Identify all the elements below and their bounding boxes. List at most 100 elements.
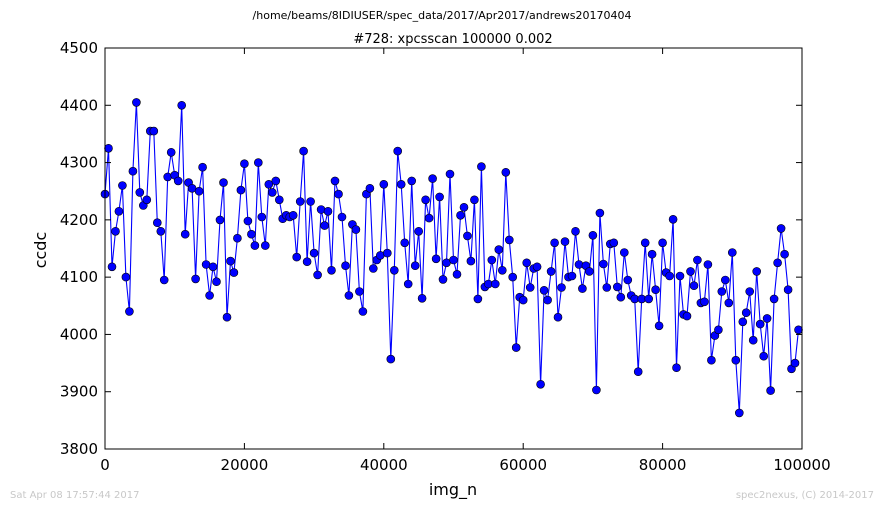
data-point bbox=[487, 255, 497, 265]
data-point bbox=[166, 148, 176, 157]
data-point bbox=[198, 162, 207, 172]
data-point bbox=[686, 267, 695, 276]
data-point bbox=[114, 207, 124, 216]
data-point bbox=[539, 285, 549, 295]
data-point bbox=[508, 272, 518, 282]
data-point bbox=[473, 294, 483, 304]
data-point bbox=[640, 238, 650, 248]
data-point bbox=[344, 291, 354, 300]
x-tick-label: 40000 bbox=[360, 456, 408, 474]
data-point bbox=[233, 233, 242, 243]
data-point bbox=[403, 279, 413, 289]
data-point bbox=[351, 225, 361, 234]
data-point bbox=[208, 262, 218, 272]
data-point bbox=[794, 325, 803, 335]
data-point bbox=[264, 180, 274, 189]
data-point bbox=[452, 269, 462, 279]
data-point bbox=[121, 272, 131, 282]
data-point bbox=[720, 275, 730, 285]
data-point bbox=[654, 321, 664, 331]
data-point bbox=[180, 229, 190, 239]
data-point bbox=[731, 355, 741, 365]
data-point bbox=[219, 178, 228, 187]
data-point bbox=[135, 188, 145, 197]
data-point bbox=[226, 256, 235, 266]
data-point bbox=[647, 249, 657, 259]
data-point bbox=[302, 257, 312, 267]
y-tick-label: 4400 bbox=[60, 96, 98, 114]
data-point bbox=[274, 195, 284, 205]
data-point bbox=[682, 311, 692, 321]
y-tick-label: 4300 bbox=[60, 154, 98, 172]
y-tick-label: 4000 bbox=[60, 325, 98, 343]
data-point bbox=[177, 101, 186, 110]
data-point bbox=[497, 265, 507, 275]
data-point bbox=[400, 238, 410, 248]
data-point bbox=[490, 279, 500, 289]
data-point bbox=[243, 216, 253, 226]
data-point bbox=[194, 186, 204, 196]
data-point bbox=[163, 172, 172, 182]
data-point bbox=[700, 297, 709, 307]
data-point bbox=[118, 181, 127, 190]
x-tick-label: 80000 bbox=[639, 456, 687, 474]
data-point bbox=[769, 294, 779, 304]
data-point bbox=[550, 238, 559, 248]
data-point bbox=[776, 224, 786, 233]
data-point bbox=[755, 319, 765, 329]
x-tick-label: 0 bbox=[100, 456, 110, 474]
data-point bbox=[438, 275, 448, 284]
data-point bbox=[727, 248, 737, 257]
data-point bbox=[229, 268, 239, 277]
data-point bbox=[623, 275, 633, 285]
data-point bbox=[153, 218, 162, 227]
data-point bbox=[104, 144, 113, 153]
data-point bbox=[783, 285, 793, 295]
y-tick-label: 3800 bbox=[60, 440, 98, 458]
data-point bbox=[435, 192, 444, 202]
x-axis-label: img_n bbox=[429, 480, 477, 500]
data-point bbox=[111, 227, 120, 236]
data-point bbox=[358, 307, 368, 316]
data-point bbox=[748, 335, 758, 345]
data-point bbox=[707, 355, 716, 365]
data-point bbox=[205, 291, 214, 300]
data-point bbox=[773, 258, 782, 268]
data-point bbox=[553, 312, 563, 322]
y-axis-label: ccdc bbox=[31, 232, 50, 269]
data-point bbox=[156, 227, 166, 236]
data-point bbox=[665, 271, 674, 281]
y-axis: 3800 3900 4000 4100 4200 4300 4400 4500 bbox=[60, 39, 802, 458]
data-point bbox=[428, 174, 437, 183]
data-point bbox=[128, 166, 138, 176]
data-point bbox=[424, 213, 434, 223]
data-point bbox=[459, 203, 469, 212]
x-tick-label: 20000 bbox=[221, 456, 269, 474]
data-point bbox=[703, 260, 713, 269]
data-point bbox=[445, 169, 455, 179]
data-point bbox=[288, 211, 298, 220]
data-point bbox=[619, 248, 629, 257]
data-point bbox=[149, 126, 159, 136]
data-point bbox=[341, 261, 350, 271]
data-point bbox=[396, 180, 406, 189]
data-point bbox=[247, 229, 256, 239]
data-point bbox=[494, 245, 504, 254]
data-point bbox=[456, 211, 465, 220]
data-point bbox=[724, 298, 734, 308]
data-point bbox=[546, 267, 556, 276]
data-point bbox=[222, 312, 232, 322]
data-point bbox=[466, 256, 476, 266]
data-point bbox=[602, 283, 612, 292]
data-point bbox=[470, 195, 479, 205]
data-point bbox=[414, 227, 424, 236]
chart-suptitle: /home/beams/8IDIUSER/spec_data/2017/Apr2… bbox=[253, 9, 632, 22]
data-point bbox=[355, 287, 364, 296]
data-point bbox=[236, 185, 246, 195]
chart-title: #728: xpcsscan 100000 0.002 bbox=[353, 32, 552, 47]
data-point bbox=[717, 287, 727, 296]
data-point bbox=[410, 261, 420, 271]
data-point bbox=[292, 252, 302, 262]
data-point bbox=[320, 221, 329, 230]
data-point bbox=[421, 195, 430, 205]
